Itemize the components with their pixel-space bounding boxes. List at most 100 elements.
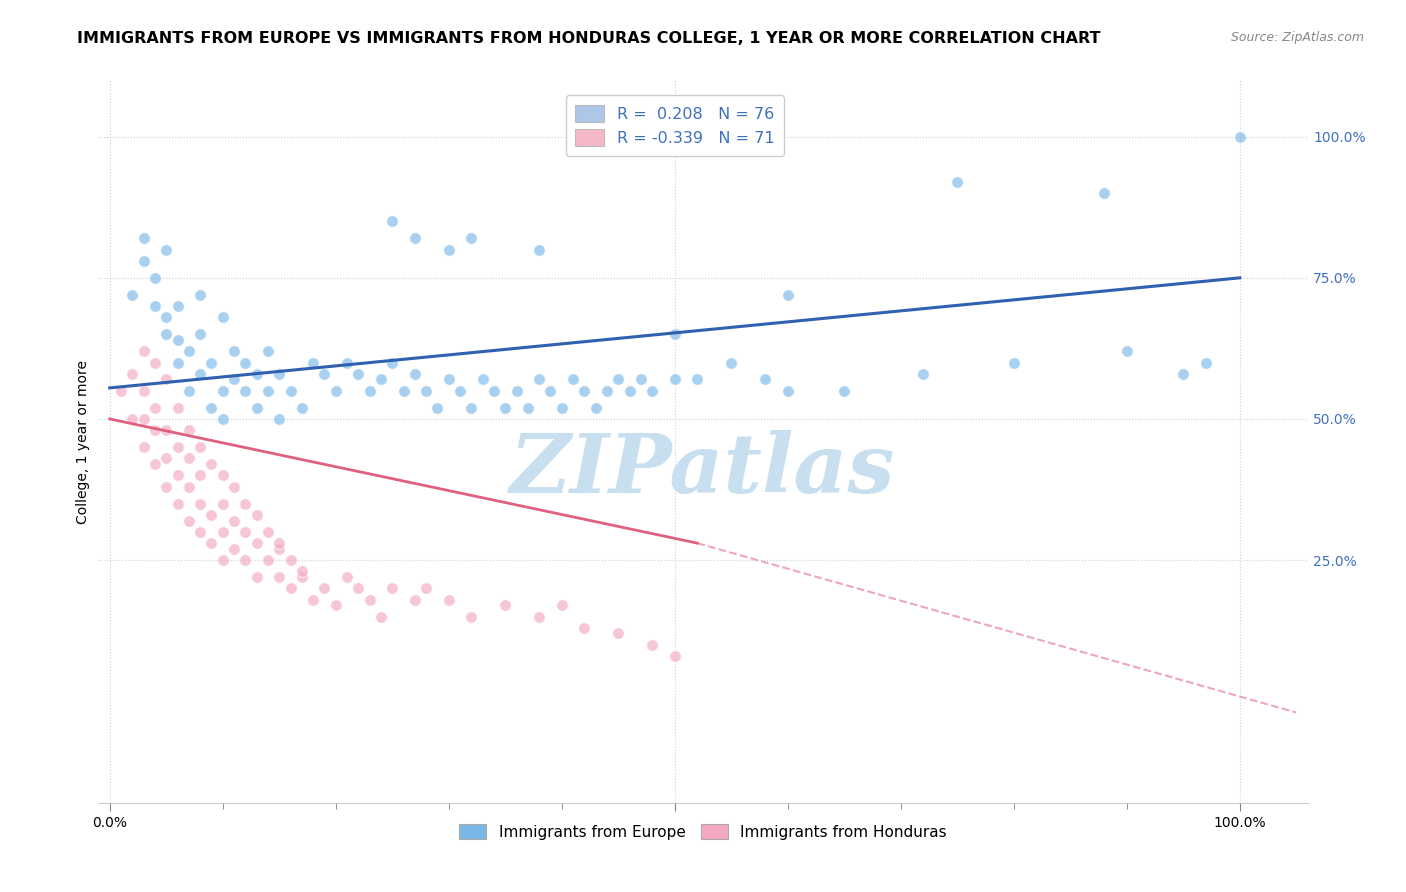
Point	[291, 401, 314, 415]
Point	[381, 214, 404, 228]
Point	[166, 440, 188, 454]
Point	[121, 367, 143, 381]
Point	[143, 457, 166, 471]
Point	[246, 367, 269, 381]
Point	[132, 440, 155, 454]
Point	[596, 384, 619, 398]
Text: IMMIGRANTS FROM EUROPE VS IMMIGRANTS FROM HONDURAS COLLEGE, 1 YEAR OR MORE CORRE: IMMIGRANTS FROM EUROPE VS IMMIGRANTS FRO…	[77, 31, 1101, 46]
Point	[257, 344, 280, 359]
Point	[177, 480, 200, 494]
Point	[641, 384, 664, 398]
Point	[471, 372, 494, 386]
Legend: Immigrants from Europe, Immigrants from Honduras: Immigrants from Europe, Immigrants from …	[453, 818, 953, 846]
Point	[1229, 129, 1251, 144]
Point	[222, 344, 245, 359]
Text: ZIPatlas: ZIPatlas	[510, 431, 896, 510]
Point	[381, 582, 404, 596]
Point	[437, 243, 460, 257]
Point	[257, 524, 280, 539]
Point	[664, 372, 686, 386]
Point	[211, 553, 233, 567]
Point	[166, 468, 188, 483]
Point	[222, 541, 245, 556]
Point	[233, 384, 256, 398]
Point	[155, 423, 177, 437]
Point	[155, 310, 177, 325]
Point	[314, 367, 336, 381]
Text: Source: ZipAtlas.com: Source: ZipAtlas.com	[1230, 31, 1364, 45]
Point	[200, 457, 222, 471]
Point	[233, 524, 256, 539]
Point	[132, 384, 155, 398]
Point	[222, 372, 245, 386]
Point	[257, 384, 280, 398]
Point	[776, 384, 799, 398]
Point	[188, 327, 211, 342]
Point	[1002, 355, 1025, 369]
Point	[155, 480, 177, 494]
Point	[370, 609, 392, 624]
Point	[200, 508, 222, 522]
Point	[246, 401, 269, 415]
Point	[538, 384, 561, 398]
Point	[166, 497, 188, 511]
Point	[392, 384, 415, 398]
Point	[246, 570, 269, 584]
Point	[222, 514, 245, 528]
Point	[280, 582, 302, 596]
Point	[404, 231, 426, 245]
Point	[200, 355, 222, 369]
Point	[437, 592, 460, 607]
Point	[132, 412, 155, 426]
Point	[460, 231, 482, 245]
Point	[336, 355, 359, 369]
Point	[143, 401, 166, 415]
Point	[325, 384, 347, 398]
Point	[246, 536, 269, 550]
Point	[269, 367, 291, 381]
Point	[946, 175, 969, 189]
Point	[359, 592, 381, 607]
Point	[574, 384, 596, 398]
Point	[460, 401, 482, 415]
Point	[776, 287, 799, 301]
Point	[336, 570, 359, 584]
Point	[110, 384, 132, 398]
Point	[166, 333, 188, 347]
Point	[166, 355, 188, 369]
Point	[280, 384, 302, 398]
Point	[233, 553, 256, 567]
Point	[314, 582, 336, 596]
Point	[200, 536, 222, 550]
Point	[1092, 186, 1115, 201]
Y-axis label: College, 1 year or more: College, 1 year or more	[76, 359, 90, 524]
Point	[449, 384, 471, 398]
Point	[404, 592, 426, 607]
Point	[551, 599, 574, 613]
Point	[269, 541, 291, 556]
Point	[155, 327, 177, 342]
Point	[370, 372, 392, 386]
Point	[426, 401, 449, 415]
Point	[415, 384, 437, 398]
Point	[177, 451, 200, 466]
Point	[188, 287, 211, 301]
Point	[211, 384, 233, 398]
Point	[607, 372, 630, 386]
Point	[347, 367, 370, 381]
Point	[143, 423, 166, 437]
Point	[211, 412, 233, 426]
Point	[574, 621, 596, 635]
Point	[222, 480, 245, 494]
Point	[641, 638, 664, 652]
Point	[664, 327, 686, 342]
Point	[166, 299, 188, 313]
Point	[143, 299, 166, 313]
Point	[630, 372, 652, 386]
Point	[155, 372, 177, 386]
Point	[527, 609, 550, 624]
Point	[527, 243, 550, 257]
Point	[155, 451, 177, 466]
Point	[211, 468, 233, 483]
Point	[177, 423, 200, 437]
